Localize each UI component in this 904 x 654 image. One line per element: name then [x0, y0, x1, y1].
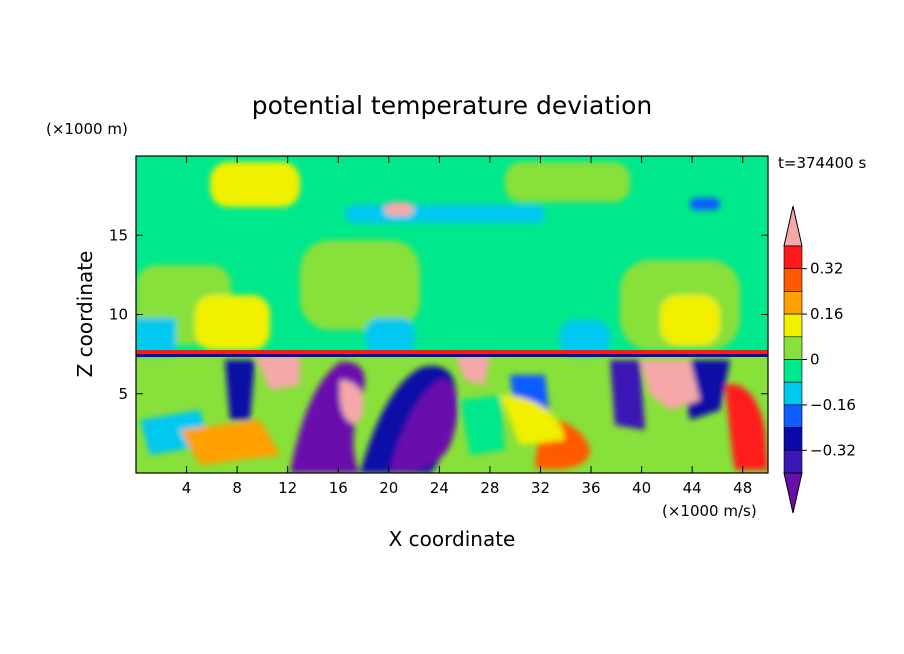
colorbar-swatch	[783, 449, 803, 474]
x-axis-label: X coordinate	[389, 527, 516, 551]
x-tick-label: 8	[232, 479, 242, 497]
contour-field	[136, 156, 768, 473]
upper-warm-region	[210, 162, 300, 207]
y-axis: 5 10 15	[109, 226, 768, 403]
x-tick-label: 16	[329, 479, 348, 497]
y-tick-label: 15	[109, 226, 128, 244]
lower-warm-cell	[640, 360, 700, 410]
y-tick-label: 5	[118, 385, 128, 403]
x-tick-label: 36	[581, 479, 600, 497]
inversion-cool-band	[136, 354, 768, 357]
lower-warm-cell	[725, 384, 768, 470]
lower-neutral-cell	[460, 395, 505, 455]
upper-cool-region	[365, 318, 415, 354]
x-unit-label: (×1000 m/s)	[662, 502, 757, 520]
upper-warm-region	[505, 162, 630, 202]
colorbar-swatch	[783, 268, 803, 292]
x-tick-label: 32	[531, 479, 550, 497]
colorbar-swatch	[783, 404, 803, 428]
colorbar-label: 0	[810, 351, 820, 369]
lower-warm-cell	[500, 395, 565, 445]
colorbar-swatch	[783, 359, 803, 383]
lower-cool-cell	[610, 360, 645, 430]
colorbar-label: −0.32	[810, 441, 856, 459]
colorbar: 0.32 0.16 0 −0.16 −0.32	[783, 205, 856, 514]
time-label: t=374400 s	[778, 154, 866, 172]
y-tick-label: 10	[109, 306, 128, 324]
x-axis: 4 8 12 16 20 24 28 32 36 40 44 48	[182, 156, 752, 497]
upper-warm-region	[660, 295, 720, 345]
x-tick-label: 24	[430, 479, 449, 497]
y-unit-label: (×1000 m)	[46, 120, 128, 138]
x-tick-label: 28	[480, 479, 499, 497]
y-axis-label: Z coordinate	[73, 251, 97, 378]
inversion-warm-band	[136, 350, 768, 354]
lower-cool-cell	[225, 360, 255, 420]
lower-warm-cell	[255, 355, 300, 390]
colorbar-swatch	[783, 381, 803, 406]
lower-cool-cell	[390, 379, 458, 472]
upper-warm-region	[195, 295, 270, 350]
colorbar-swatch	[783, 427, 803, 451]
x-tick-label: 12	[278, 479, 297, 497]
x-tick-label: 48	[733, 479, 752, 497]
colorbar-label: 0.16	[810, 305, 843, 323]
upper-cool-region	[560, 320, 610, 356]
x-tick-label: 40	[632, 479, 651, 497]
upper-warm-region	[300, 240, 420, 330]
chart-title: potential temperature deviation	[252, 91, 652, 120]
colorbar-label: 0.32	[810, 260, 843, 278]
upper-cool-region	[690, 198, 720, 210]
x-tick-label: 4	[182, 479, 192, 497]
upper-cool-region	[136, 318, 176, 356]
colorbar-swatch	[783, 245, 803, 270]
x-tick-label: 44	[683, 479, 702, 497]
lower-warm-cell	[455, 355, 490, 385]
upper-warm-spot	[385, 202, 413, 216]
x-tick-label: 20	[379, 479, 398, 497]
colorbar-label: −0.16	[810, 396, 856, 414]
colorbar-min-triangle	[783, 472, 803, 514]
colorbar-swatch	[783, 291, 803, 315]
colorbar-swatch	[783, 336, 803, 360]
colorbar-swatch	[783, 313, 803, 338]
upper-cool-region	[345, 205, 545, 223]
lower-warm-cell	[340, 380, 364, 424]
lower-warm-cell	[180, 420, 280, 465]
colorbar-max-triangle	[783, 205, 803, 247]
